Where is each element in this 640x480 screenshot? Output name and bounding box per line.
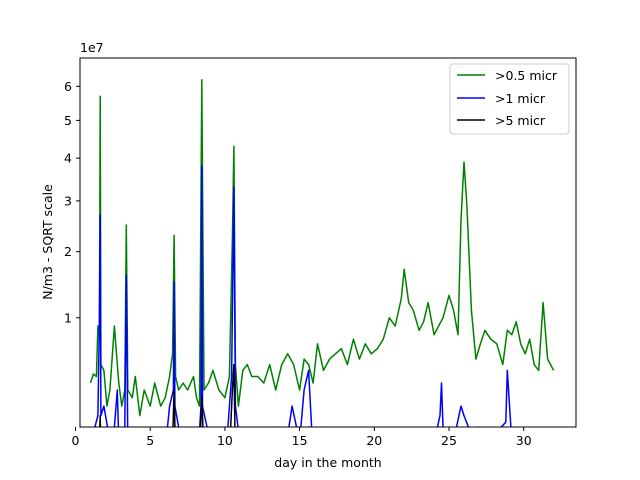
legend-box [449,63,570,135]
y-tick-label: 3 [64,193,72,208]
x-tick-label: 25 [441,433,457,448]
y-tick-label: 1 [64,310,72,325]
x-tick-label: 0 [72,433,80,448]
series-line-gt1 [94,165,512,427]
x-tick-label: 5 [146,433,154,448]
legend-label-gt5: >5 micr [495,113,546,128]
y-axis-label: N/m3 - SQRT scale [40,184,55,300]
x-tick-label: 15 [292,433,308,448]
legend-label-gt05: >0.5 micr [495,68,558,83]
x-tick-label: 30 [516,433,532,448]
plot-lines [89,79,555,427]
series-line-gt05 [89,79,555,417]
legend: >0.5 micr >1 micr >5 micr [449,63,570,135]
y-tick-label: 2 [64,244,72,259]
x-axis-label: day in the month [274,455,381,470]
y-tick-label: 4 [64,151,72,166]
x-tick-label: 10 [217,433,233,448]
legend-label-gt1: >1 micr [495,91,546,106]
plot-frame [79,57,577,428]
y-tick-label: 6 [64,79,72,94]
x-tick-label: 20 [366,433,382,448]
y-tick-label: 5 [64,113,72,128]
y-axis: 1 2 3 4 5 6 [64,79,80,325]
y-offset-label: 1e7 [80,40,104,55]
x-axis: 0 5 10 15 20 25 30 [72,427,532,448]
